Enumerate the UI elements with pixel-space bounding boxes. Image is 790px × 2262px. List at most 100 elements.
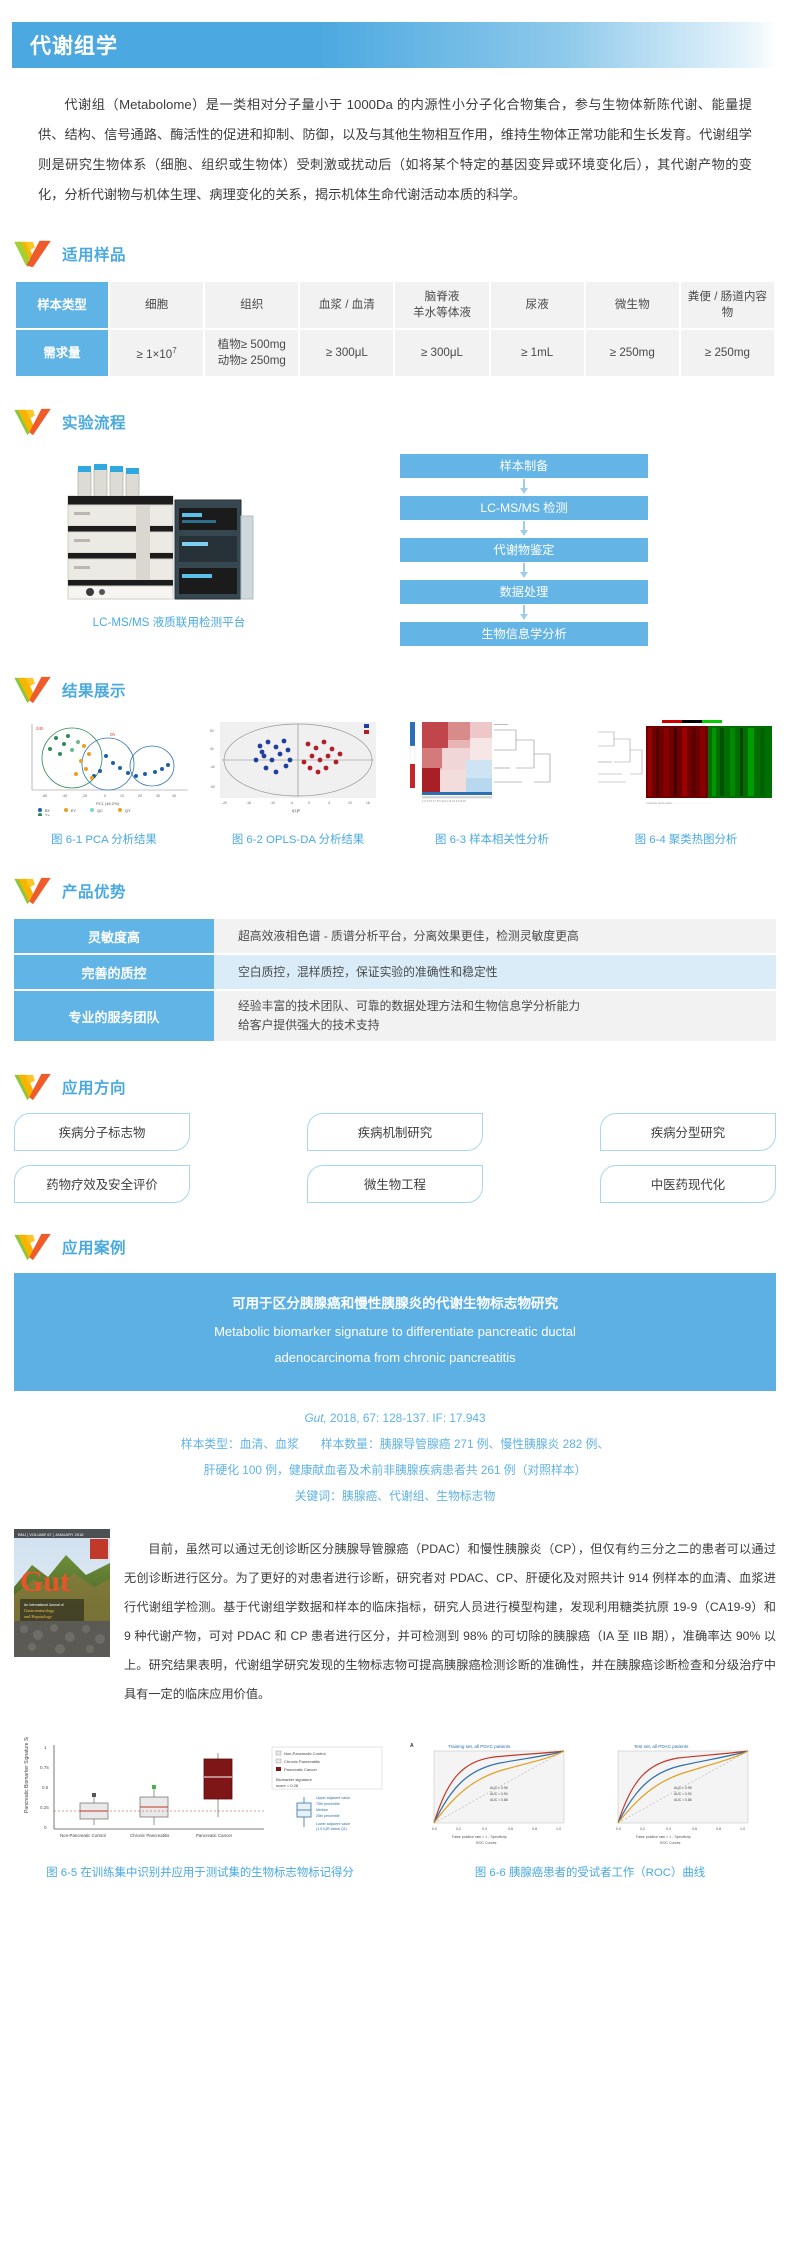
table-row-sample-types: 样本类型 细胞 组织 血浆 / 血清 脑脊液 羊水等体液 尿液 微生物 粪便 /…	[16, 282, 774, 328]
svg-text:Pancreatic Biomarker Signature: Pancreatic Biomarker Signature Score	[24, 1737, 30, 1813]
table-row: 专业的服务团队 经验丰富的技术团队、可靠的数据处理方法和生物信息学分析能力 给客…	[14, 991, 776, 1041]
cell-amount-microbe: ≥ 250mg	[585, 330, 679, 376]
figure-caption: 图 6-3 样本相关性分析	[435, 834, 549, 846]
cell-type-plasma-serum: 血浆 / 血清	[300, 282, 394, 328]
section-header-advantages: 产品优势	[14, 877, 790, 905]
application-pill-disease-subtyping[interactable]: 疾病分型研究	[599, 1113, 776, 1151]
svg-text:-20: -20	[82, 794, 87, 798]
svg-text:QY: QY	[125, 809, 131, 813]
sample-count-label: 样本数量：	[320, 1437, 380, 1451]
section-title-samples: 适用样品	[62, 247, 127, 264]
case-title-cn: 可用于区分胰腺癌和慢性胰腺炎的代谢生物标志物研究	[231, 1296, 559, 1311]
svg-text:1: 1	[44, 1745, 47, 1750]
svg-text:Gastroenterology: Gastroenterology	[24, 1608, 55, 1613]
svg-text:1.0: 1.0	[556, 1827, 561, 1831]
svg-text:0.6: 0.6	[508, 1827, 513, 1831]
figure-pca: 24h 0h -60 -40 -20 0 10 20 30 40 PC1 (46.2%) …	[10, 716, 198, 847]
svg-text:AUC = 0.88: AUC = 0.88	[490, 1798, 508, 1802]
instrument-column: LC-MS/MS 液质联用检测平台	[14, 448, 314, 630]
cluster-heatmap-chart: metabolite sample labels …………………………………………	[592, 716, 780, 816]
cell-amount-tissue: 植物≥ 500mg 动物≥ 250mg	[205, 330, 299, 376]
svg-text:0.2: 0.2	[640, 1827, 645, 1831]
svg-text:-50: -50	[210, 785, 215, 789]
case-study-meta: Gut, 2018, 67: 128-137. IF: 17.943 样本类型：…	[14, 1405, 776, 1509]
svg-text:BMJ | VOLUME 67 | JANUARY 2018: BMJ | VOLUME 67 | JANUARY 2018	[18, 1532, 84, 1537]
advantage-value: 超高效液相色谱 - 质谱分析平台，分离效果更佳，检测灵敏度更高	[214, 919, 776, 953]
advantage-key: 灵敏度高	[14, 919, 214, 953]
svg-text:Non-Pancreatic Control: Non-Pancreatic Control	[60, 1833, 106, 1838]
svg-text:0: 0	[308, 801, 310, 805]
brand-v-icon	[14, 676, 51, 704]
workflow-step-3: 代谢物鉴定	[400, 538, 648, 562]
svg-text:-20: -20	[222, 801, 227, 805]
svg-text:QC: QC	[97, 809, 103, 813]
svg-text:AUC = 0.92: AUC = 0.92	[674, 1792, 692, 1796]
case-sample-line-2: 肝硬化 100 例，健康献血者及术前非胰腺疾病患者共 261 例（对照样本）	[203, 1463, 587, 1477]
section-title-advantages: 产品优势	[62, 884, 127, 901]
brand-v-icon	[14, 1233, 51, 1261]
figure-caption: 图 6-4 聚类热图分析	[634, 834, 738, 846]
svg-text:A: A	[410, 1743, 414, 1749]
case-title-en-line1: Metabolic biomarker signature to differe…	[214, 1324, 576, 1339]
biomarker-boxplot-chart: Pancreatic Biomarker Signature Score 0 0.…	[14, 1728, 386, 1850]
svg-text:metabolite sample labels ……………: metabolite sample labels …………………………………………	[646, 802, 712, 805]
row-header-sample-type: 样本类型	[16, 282, 108, 328]
metabolomics-page: 代谢组学 代谢组（Metabolome）是一类相对分子量小于 1000Da 的内…	[0, 22, 790, 1900]
application-pill-microbial-engineering[interactable]: 微生物工程	[306, 1165, 483, 1203]
svg-text:False positive rate = 1 - Spec: False positive rate = 1 - Specificity	[452, 1835, 507, 1839]
workflow-step-1: 样本制备	[400, 454, 648, 478]
workflow-arrow-icon	[400, 478, 648, 496]
figure-correlation: 1 2 3 4 5 6 7 8 9 10 11 12 13 14 15 16 图…	[398, 716, 586, 847]
intro-paragraph: 代谢组（Metabolome）是一类相对分子量小于 1000Da 的内源性小分子…	[38, 97, 752, 202]
application-pill-tcm-modernization[interactable]: 中医药现代化	[599, 1165, 776, 1203]
cell-amount-plasma-serum: ≥ 300μL	[300, 330, 394, 376]
case-study-text: 目前，虽然可以通过无创诊断区分胰腺导管腺癌（PDAC）和慢性胰腺炎（CP），但仅…	[124, 1542, 776, 1702]
svg-text:10: 10	[120, 794, 124, 798]
svg-text:40: 40	[172, 794, 176, 798]
svg-text:score = 0.28: score = 0.28	[276, 1783, 299, 1788]
section-title-results: 结果展示	[62, 683, 127, 700]
section-header-results: 结果展示	[14, 676, 790, 704]
brand-v-icon	[14, 408, 51, 436]
sample-count-value: 胰腺导管腺癌 271 例、慢性胰腺炎 282 例、	[379, 1437, 610, 1451]
svg-text:AUC = 0.86: AUC = 0.86	[674, 1798, 692, 1802]
case-citation-line: Gut, 2018, 67: 128-137. IF: 17.943	[14, 1405, 776, 1431]
workflow-arrow-icon	[400, 562, 648, 580]
svg-text:-40: -40	[210, 765, 215, 769]
svg-text:4: 4	[328, 801, 330, 805]
application-pill-disease-mechanism[interactable]: 疾病机制研究	[306, 1113, 483, 1151]
svg-text:AUC = 0.95: AUC = 0.95	[674, 1786, 692, 1790]
svg-text:False positive rate = 1 - Spec: False positive rate = 1 - Specificity	[636, 1835, 691, 1839]
svg-text:0.4: 0.4	[666, 1827, 671, 1831]
svg-text:0.8: 0.8	[716, 1827, 721, 1831]
figure-caption: 图 6-1 PCA 分析结果	[51, 834, 157, 846]
cell-type-cell: 细胞	[110, 282, 204, 328]
section-header-samples: 适用样品	[14, 240, 790, 268]
workflow-step-2: LC-MS/MS 检测	[400, 496, 648, 520]
svg-text:PC1 (46.2%): PC1 (46.2%)	[96, 801, 120, 806]
svg-text:0h: 0h	[110, 732, 116, 737]
journal-cover-title: Gut	[20, 1565, 70, 1598]
case-sample-line: 样本类型：血清、血浆 样本数量：胰腺导管腺癌 271 例、慢性胰腺炎 282 例、	[14, 1431, 776, 1457]
svg-text:0.8: 0.8	[532, 1827, 537, 1831]
keywords-value: 胰腺癌、代谢组、生物标志物	[341, 1489, 496, 1503]
application-pill-drug-efficacy[interactable]: 药物疗效及安全评价	[14, 1165, 190, 1203]
svg-text:50: 50	[210, 729, 214, 733]
svg-text:AUC = 0.94: AUC = 0.94	[490, 1792, 508, 1796]
svg-text:40: 40	[210, 747, 214, 751]
advantage-key: 专业的服务团队	[14, 991, 214, 1041]
svg-text:0: 0	[44, 1825, 47, 1830]
section-title-case: 应用案例	[62, 1240, 127, 1257]
svg-text:Pancreatic Cancer: Pancreatic Cancer	[196, 1833, 233, 1838]
application-pill-disease-biomarker[interactable]: 疾病分子标志物	[14, 1113, 190, 1151]
svg-text:75th percentile: 75th percentile	[316, 1802, 340, 1806]
workflow-steps-column: 样本制备 LC-MS/MS 检测 代谢物鉴定 数据处理 生物信息学分析	[314, 448, 734, 646]
case-keywords-line: 关键词：胰腺癌、代谢组、生物标志物	[14, 1483, 776, 1509]
result-figures-row: 24h 0h -60 -40 -20 0 10 20 30 40 PC1 (46.2%) …	[10, 716, 780, 847]
section-title-applications: 应用方向	[62, 1080, 127, 1097]
svg-text:Non-Pancreatic Control: Non-Pancreatic Control	[284, 1751, 326, 1756]
svg-text:Pancreatic Cancer: Pancreatic Cancer	[284, 1767, 318, 1772]
svg-text:Test set, all PDAC patients: Test set, all PDAC patients	[634, 1744, 689, 1749]
svg-text:Median: Median	[316, 1808, 328, 1812]
svg-text:0.75: 0.75	[40, 1765, 49, 1770]
